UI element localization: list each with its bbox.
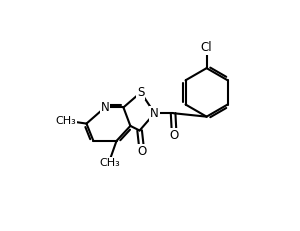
Text: O: O <box>137 145 146 158</box>
Text: CH₃: CH₃ <box>99 158 120 168</box>
Text: Cl: Cl <box>201 41 212 54</box>
Text: N: N <box>150 107 159 120</box>
Text: S: S <box>137 86 144 99</box>
Text: O: O <box>169 129 179 142</box>
Text: CH₃: CH₃ <box>56 116 76 126</box>
Text: N: N <box>100 101 109 114</box>
